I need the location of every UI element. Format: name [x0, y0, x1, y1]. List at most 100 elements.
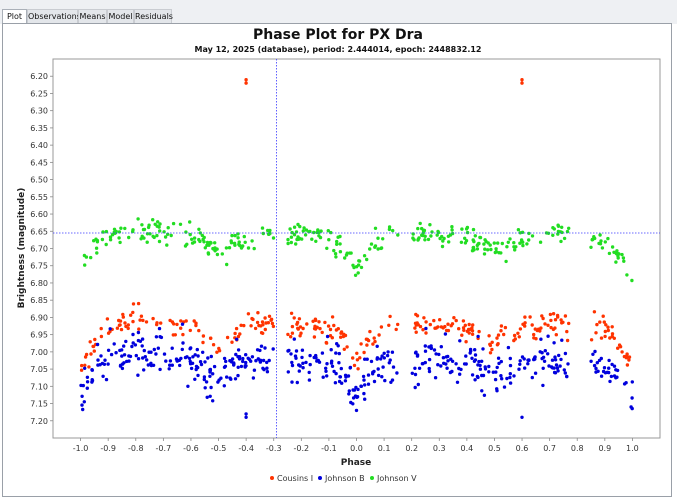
- y-tick-label: 7.05: [30, 365, 48, 374]
- data-point: [429, 234, 433, 238]
- data-point: [290, 230, 294, 235]
- data-point: [330, 364, 335, 368]
- tab-observations[interactable]: Observations: [27, 9, 81, 23]
- tab-plot[interactable]: Plot: [2, 9, 27, 24]
- data-point: [376, 236, 380, 240]
- data-point: [607, 370, 611, 375]
- data-point: [155, 224, 159, 228]
- data-point: [518, 327, 523, 331]
- data-point: [351, 402, 355, 406]
- data-point: [131, 302, 136, 306]
- data-point: [158, 335, 162, 339]
- data-point: [542, 359, 547, 363]
- data-point: [355, 395, 360, 399]
- data-point: [512, 333, 517, 338]
- data-point: [327, 238, 331, 242]
- data-point: [263, 327, 267, 332]
- data-point: [122, 361, 126, 365]
- data-point: [513, 248, 517, 252]
- data-point: [376, 367, 380, 371]
- data-point: [481, 373, 486, 378]
- data-point: [630, 380, 634, 384]
- data-point: [603, 329, 607, 334]
- data-point: [552, 341, 556, 345]
- data-point: [138, 318, 142, 322]
- data-point: [121, 315, 126, 319]
- data-point: [551, 233, 555, 237]
- data-point: [467, 322, 471, 327]
- data-point: [147, 350, 151, 354]
- data-point: [345, 251, 349, 255]
- data-point: [82, 253, 87, 258]
- data-point: [363, 397, 367, 401]
- data-point: [249, 324, 253, 328]
- data-point: [188, 347, 192, 351]
- data-point: [413, 385, 417, 390]
- data-point: [142, 348, 146, 353]
- data-point: [445, 366, 449, 370]
- data-point: [292, 316, 296, 320]
- data-point: [99, 326, 103, 331]
- y-tick-label: 6.35: [30, 124, 48, 133]
- data-point: [523, 315, 527, 319]
- data-point: [550, 366, 555, 370]
- data-point: [253, 326, 258, 331]
- data-point: [205, 395, 209, 399]
- data-point: [304, 228, 309, 232]
- data-point: [362, 378, 366, 382]
- data-point: [482, 242, 486, 246]
- data-point: [413, 372, 418, 377]
- data-point: [205, 243, 209, 247]
- tab-bar: Plot Observations Means Model Residuals: [0, 0, 677, 24]
- data-point: [122, 344, 126, 348]
- data-point: [295, 322, 299, 326]
- data-point: [308, 362, 312, 367]
- data-point: [328, 327, 333, 332]
- data-point: [553, 358, 558, 362]
- data-point: [234, 352, 238, 357]
- data-point: [326, 229, 330, 233]
- data-point: [435, 233, 439, 237]
- data-point: [449, 324, 453, 328]
- data-point: [169, 233, 173, 238]
- data-point: [424, 326, 428, 331]
- data-point: [477, 241, 481, 246]
- data-point: [267, 358, 271, 363]
- data-point: [290, 363, 295, 368]
- data-point: [271, 347, 275, 351]
- data-point: [506, 345, 511, 350]
- data-point: [323, 320, 327, 325]
- data-point: [290, 380, 294, 384]
- data-point: [593, 236, 597, 241]
- tab-residuals[interactable]: Residuals: [134, 9, 173, 23]
- data-point: [155, 321, 159, 325]
- data-point: [156, 220, 160, 224]
- data-point: [329, 348, 333, 352]
- data-point: [240, 245, 244, 249]
- tab-model[interactable]: Model: [107, 9, 134, 23]
- data-point: [463, 323, 467, 327]
- data-point: [363, 357, 367, 361]
- data-point: [449, 357, 453, 361]
- data-point: [462, 362, 467, 366]
- data-point: [450, 225, 454, 229]
- tab-means[interactable]: Means: [78, 9, 107, 23]
- data-point: [335, 242, 339, 246]
- data-point: [494, 247, 498, 251]
- data-point: [508, 375, 512, 380]
- data-point: [333, 381, 338, 385]
- data-point: [380, 354, 384, 358]
- data-point: [222, 365, 227, 369]
- data-point: [428, 322, 432, 327]
- data-point: [183, 244, 188, 248]
- data-point: [261, 331, 265, 335]
- data-point: [546, 323, 550, 327]
- data-point: [311, 319, 315, 323]
- data-point: [486, 248, 490, 252]
- data-point: [79, 383, 83, 388]
- data-point: [266, 321, 270, 325]
- data-point: [257, 323, 261, 328]
- data-point: [228, 359, 232, 363]
- data-point: [198, 239, 202, 244]
